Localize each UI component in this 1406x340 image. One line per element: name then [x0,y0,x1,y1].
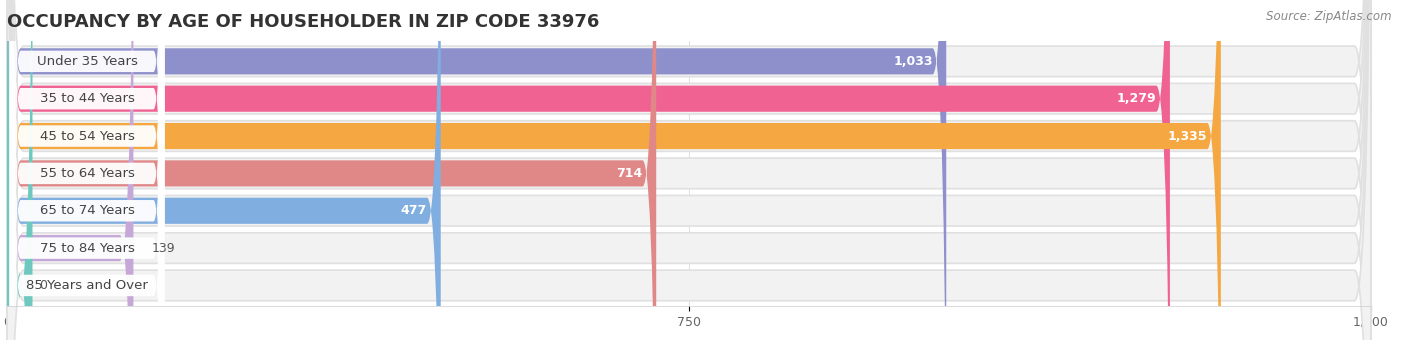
FancyBboxPatch shape [7,0,32,340]
Text: 65 to 74 Years: 65 to 74 Years [39,204,135,217]
Text: 85 Years and Over: 85 Years and Over [27,279,148,292]
FancyBboxPatch shape [10,0,165,340]
FancyBboxPatch shape [10,0,165,340]
FancyBboxPatch shape [7,0,1371,340]
FancyBboxPatch shape [7,0,657,340]
Text: 35 to 44 Years: 35 to 44 Years [39,92,135,105]
FancyBboxPatch shape [10,0,165,340]
FancyBboxPatch shape [7,0,440,340]
Text: 139: 139 [152,242,176,255]
FancyBboxPatch shape [7,0,1371,340]
FancyBboxPatch shape [7,0,134,340]
FancyBboxPatch shape [10,0,165,340]
Text: 714: 714 [616,167,643,180]
Text: 45 to 54 Years: 45 to 54 Years [39,130,135,142]
FancyBboxPatch shape [7,0,1371,340]
FancyBboxPatch shape [10,0,165,340]
Text: 1,033: 1,033 [893,55,932,68]
FancyBboxPatch shape [7,0,1220,340]
FancyBboxPatch shape [7,0,1170,340]
Text: OCCUPANCY BY AGE OF HOUSEHOLDER IN ZIP CODE 33976: OCCUPANCY BY AGE OF HOUSEHOLDER IN ZIP C… [7,13,599,31]
Text: 0: 0 [39,279,46,292]
FancyBboxPatch shape [7,0,946,340]
Text: 1,335: 1,335 [1168,130,1208,142]
Text: 55 to 64 Years: 55 to 64 Years [39,167,135,180]
FancyBboxPatch shape [7,0,1371,340]
Text: Under 35 Years: Under 35 Years [37,55,138,68]
FancyBboxPatch shape [7,0,1371,340]
FancyBboxPatch shape [7,0,1371,340]
Text: 75 to 84 Years: 75 to 84 Years [39,242,135,255]
FancyBboxPatch shape [10,0,165,340]
Text: 477: 477 [401,204,427,217]
FancyBboxPatch shape [10,0,165,340]
Text: 1,279: 1,279 [1116,92,1156,105]
FancyBboxPatch shape [7,0,1371,340]
Text: Source: ZipAtlas.com: Source: ZipAtlas.com [1267,10,1392,23]
